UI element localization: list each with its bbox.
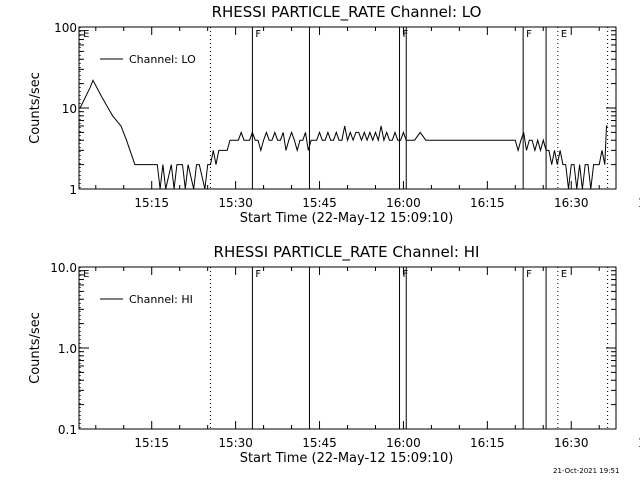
lo-y-tick-label: 10 [62,102,77,116]
lo-event-label: F [255,29,261,40]
hi-y-tick-label: 0.1 [58,423,77,437]
lo-x-tick-label: 16:00 [386,196,421,210]
lo-event-label: E [83,29,89,40]
lo-x-tick-label: 16:15 [470,196,505,210]
hi-x-tick-label: 15:45 [302,436,337,450]
hi-event-label: E [83,269,89,280]
lo-y-tick-label: 1 [69,183,77,197]
hi-x-axis-label: Start Time (22-May-12 15:09:10) [240,451,454,466]
hi-x-tick-label: 16:30 [554,436,589,450]
hi-x-tick-label: 15:30 [218,436,253,450]
hi-y-tick-label: 10.0 [50,261,77,275]
hi-chart-title: RHESSI PARTICLE_RATE Channel: HI [214,243,480,262]
hi-x-tick-label: 16:00 [386,436,421,450]
hi-y-tick-label: 1.0 [58,342,77,356]
hi-y-axis-label: Counts/sec [28,312,43,384]
lo-y-axis-label: Counts/sec [28,72,43,144]
hi-event-label: F [403,269,409,280]
lo-plot-frame [78,26,617,190]
lo-x-tick-label: 16:30 [554,196,589,210]
hi-panel: RHESSI PARTICLE_RATE Channel: HI Start Ti… [28,243,640,466]
lo-chart-title: RHESSI PARTICLE_RATE Channel: LO [212,3,482,22]
lo-event-label: F [526,29,532,40]
lo-x-axis-label: Start Time (22-May-12 15:09:10) [240,211,454,226]
hi-event-label: E [561,269,567,280]
lo-x-tick-label: 16:45 [638,196,640,210]
hi-event-label: F [526,269,532,280]
hi-x-tick-label: 16:15 [470,436,505,450]
lo-x-tick-label: 15:15 [134,196,169,210]
lo-event-label: E [561,29,567,40]
hi-event-label: F [255,269,261,280]
timestamp: 21-Oct-2021 19:51 [553,467,620,475]
hi-plot-frame [78,266,617,430]
lo-legend-label: Channel: LO [129,53,196,66]
lo-panel: RHESSI PARTICLE_RATE Channel: LO Start Ti… [28,3,640,226]
lo-event-label: F [403,29,409,40]
lo-x-tick-label: 15:45 [302,196,337,210]
lo-y-tick-label: 100 [54,21,77,35]
hi-x-tick-label: 16:45 [638,436,640,450]
lo-x-tick-label: 15:30 [218,196,253,210]
hi-legend-label: Channel: HI [129,293,193,306]
lo-series-line [79,79,608,190]
hi-x-tick-label: 15:15 [134,436,169,450]
